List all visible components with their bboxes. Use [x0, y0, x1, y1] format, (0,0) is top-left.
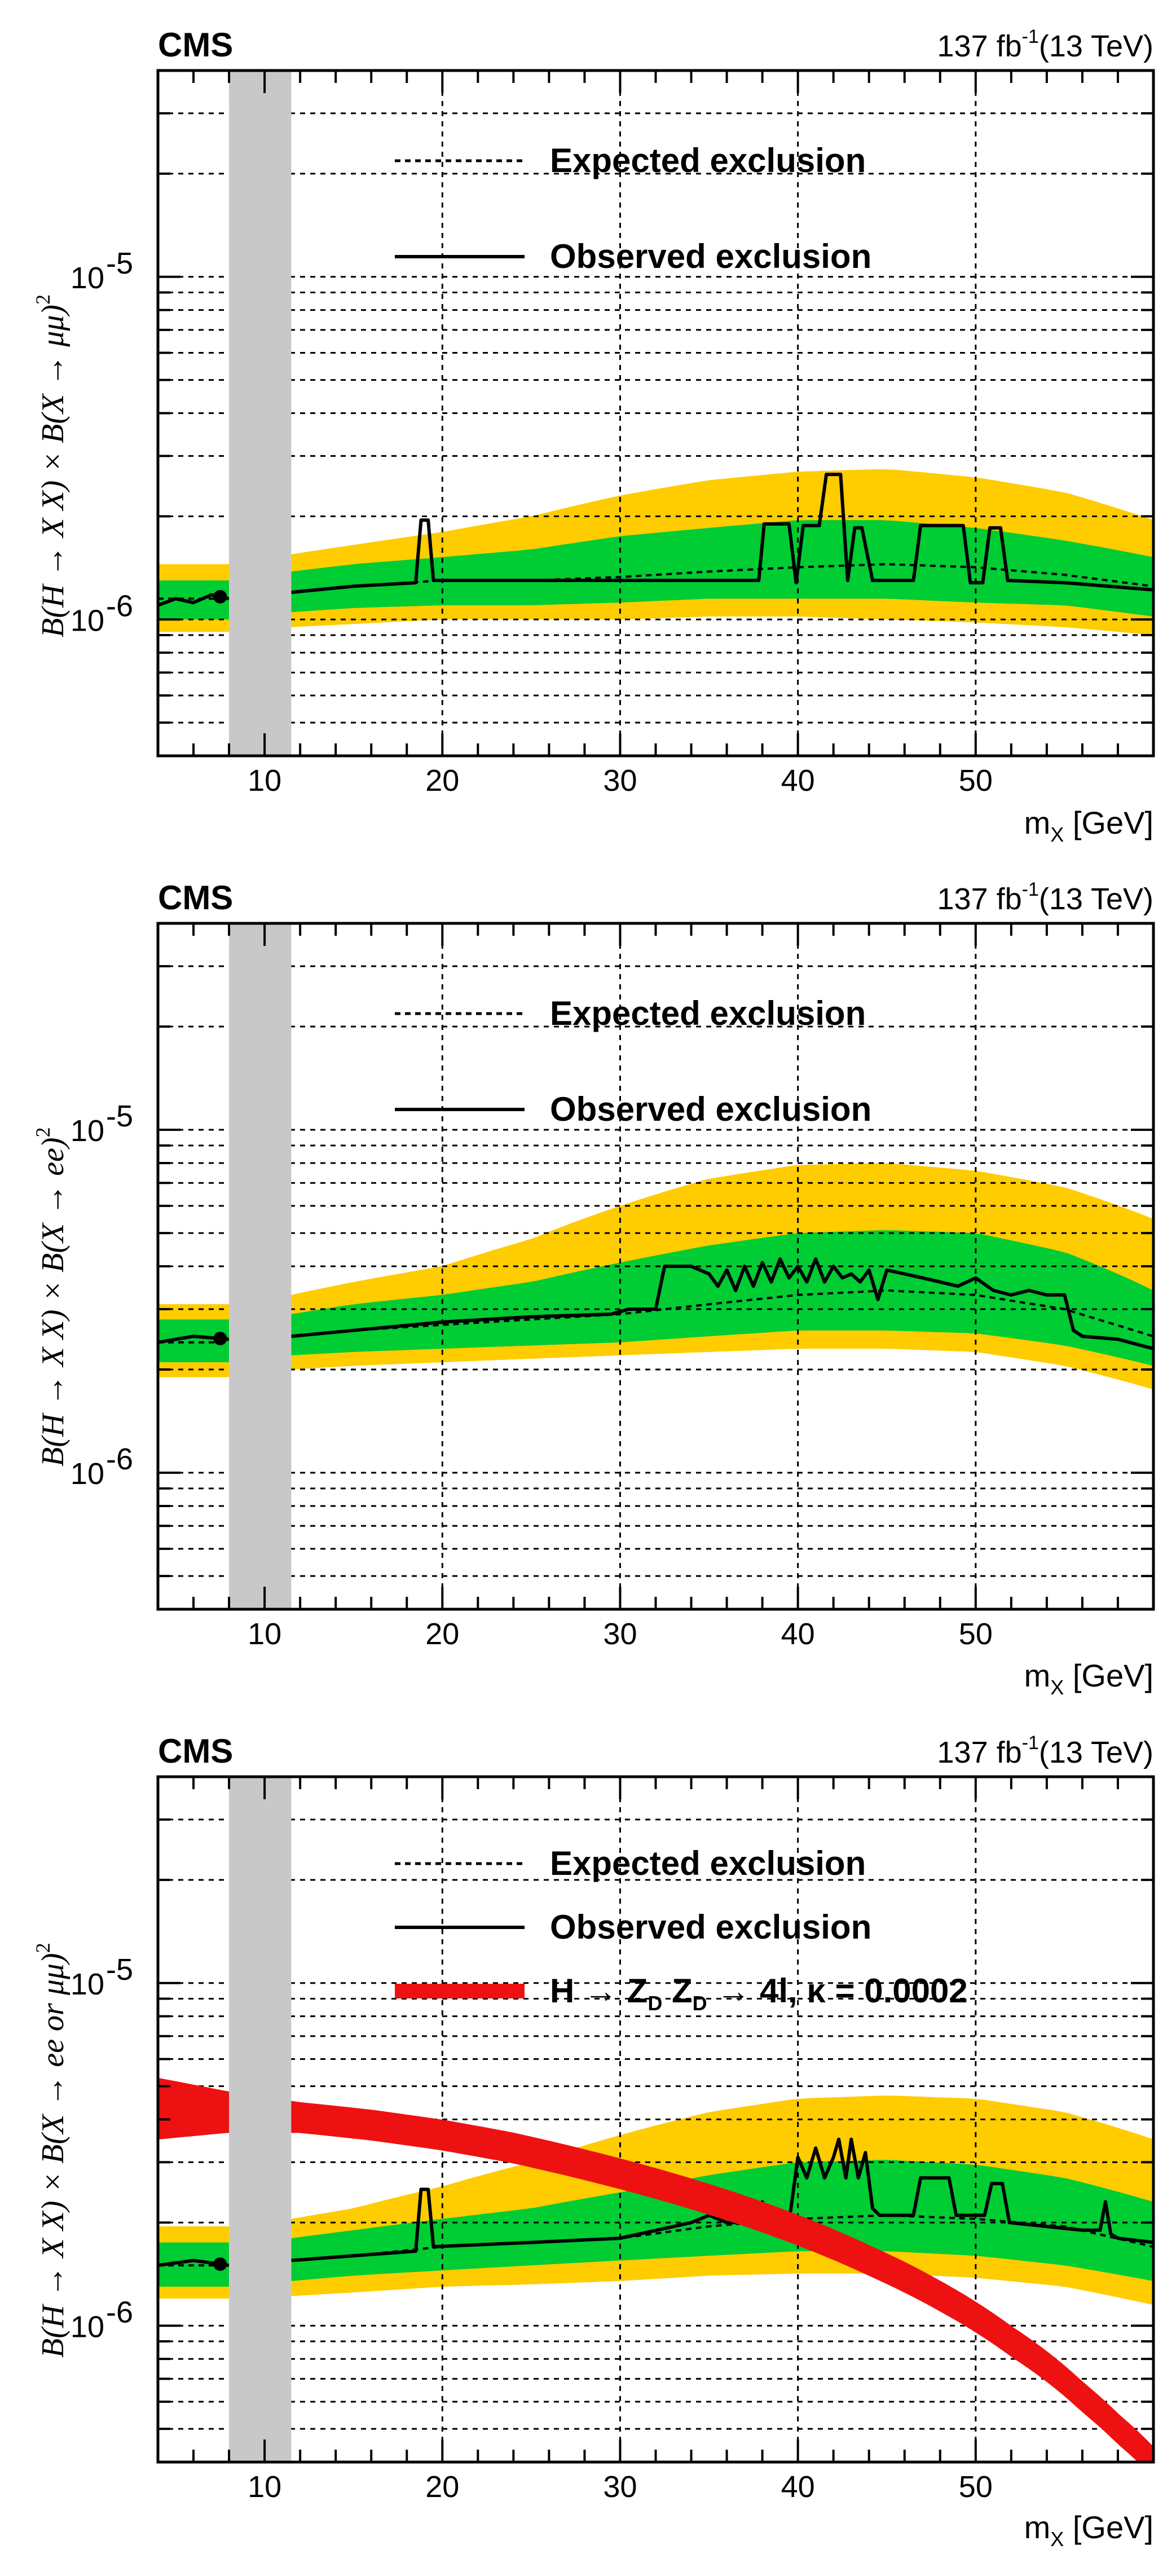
- x-tick-label: 10: [248, 764, 281, 798]
- y-tick-exponent: -5: [106, 246, 133, 280]
- legend-expected-label: Expected exclusion: [550, 994, 866, 1032]
- x-tick-label: 50: [959, 764, 993, 798]
- x-axis-label: mX [GeV]: [1024, 2509, 1153, 2551]
- y-tick-label: 10: [71, 1457, 104, 1491]
- x-tick-label: 30: [603, 2470, 637, 2504]
- legend: Expected exclusion Observed exclusion: [395, 994, 871, 1128]
- x-tick-label: 50: [959, 1617, 993, 1651]
- lumi-label: 137 fb-1(13 TeV): [937, 26, 1153, 63]
- panel-title: CMS: [158, 26, 233, 64]
- observed-line: [291, 473, 1153, 595]
- band-1sigma: [158, 580, 230, 620]
- x-axis-label: mX [GeV]: [1024, 805, 1153, 846]
- plot-content: [158, 1777, 1153, 2462]
- band-1sigma: [158, 1319, 230, 1363]
- excluded-region: [229, 71, 292, 756]
- x-tick-label: 30: [603, 764, 637, 798]
- band-1sigma: [291, 520, 1153, 617]
- y-tick-exponent: -5: [106, 1099, 133, 1133]
- plot-content: [158, 923, 1153, 1609]
- observed-point: [213, 1332, 227, 1346]
- legend-observed-label: Observed exclusion: [550, 1090, 871, 1128]
- grid: [158, 923, 1153, 1609]
- observed-line: [291, 1257, 1153, 1350]
- x-tick-label: 40: [781, 2470, 815, 2504]
- y-tick-label: 10: [71, 1114, 104, 1148]
- excluded-region: [229, 923, 292, 1609]
- panel-mumu: CMS 137 fb-1(13 TeV) mX [GeV] B(H → X X)…: [32, 26, 1155, 846]
- y-axis-label: B(H → X X) × B(X → ee or μμ)2: [32, 1943, 71, 2358]
- legend-signal-label: H → ZD ZD → 4l, κ = 0.0002: [550, 1972, 968, 2015]
- legend: Expected exclusion Observed exclusion H …: [395, 1844, 968, 2015]
- x-tick-label: 20: [425, 764, 459, 798]
- x-tick-label: 30: [603, 1617, 637, 1651]
- excluded-region: [229, 1777, 292, 2462]
- y-tick-label: 10: [71, 261, 104, 295]
- y-tick-exponent: -6: [106, 589, 133, 623]
- x-tick-label: 10: [248, 2470, 281, 2504]
- expected-line: [291, 1289, 1153, 1338]
- panel-ee: CMS 137 fb-1(13 TeV) mX [GeV] B(H → X X)…: [32, 879, 1155, 1699]
- y-tick-label: 10: [71, 604, 104, 637]
- x-tick-label: 20: [425, 2470, 459, 2504]
- legend: Expected exclusion Observed exclusion: [395, 142, 871, 275]
- y-tick-label: 10: [71, 2310, 104, 2344]
- panel-combined: CMS 137 fb-1(13 TeV) mX [GeV] B(H → X X)…: [32, 1732, 1155, 2551]
- x-tick-label: 40: [781, 764, 815, 798]
- y-tick-exponent: -6: [106, 2295, 133, 2329]
- legend-observed-label: Observed exclusion: [550, 1908, 871, 1946]
- observed-point: [213, 589, 227, 604]
- panel-title: CMS: [158, 879, 233, 917]
- observed-line: [291, 2137, 1153, 2262]
- x-tick-label: 10: [248, 1617, 281, 1651]
- x-axis-label: mX [GeV]: [1024, 1658, 1153, 1699]
- legend-observed-label: Observed exclusion: [550, 237, 871, 275]
- x-tick-label: 50: [959, 2470, 993, 2504]
- y-tick-exponent: -6: [106, 1442, 133, 1476]
- legend-expected-label: Expected exclusion: [550, 142, 866, 179]
- x-tick-label: 20: [425, 1617, 459, 1651]
- y-axis-label: B(H → X X) × B(X → ee)2: [32, 1127, 71, 1467]
- lumi-label: 137 fb-1(13 TeV): [937, 879, 1153, 916]
- y-axis-label: B(H → X X) × B(X → μμ)2: [32, 294, 71, 637]
- panel-title: CMS: [158, 1732, 233, 1770]
- y-tick-label: 10: [71, 1967, 104, 2001]
- legend-expected-label: Expected exclusion: [550, 1844, 866, 1882]
- band-1sigma: [291, 1230, 1153, 1366]
- plot-content: [158, 71, 1153, 756]
- observed-point: [213, 2257, 227, 2271]
- lumi-label: 137 fb-1(13 TeV): [937, 1732, 1153, 1769]
- x-tick-label: 40: [781, 1617, 815, 1651]
- y-tick-exponent: -5: [106, 1953, 133, 1987]
